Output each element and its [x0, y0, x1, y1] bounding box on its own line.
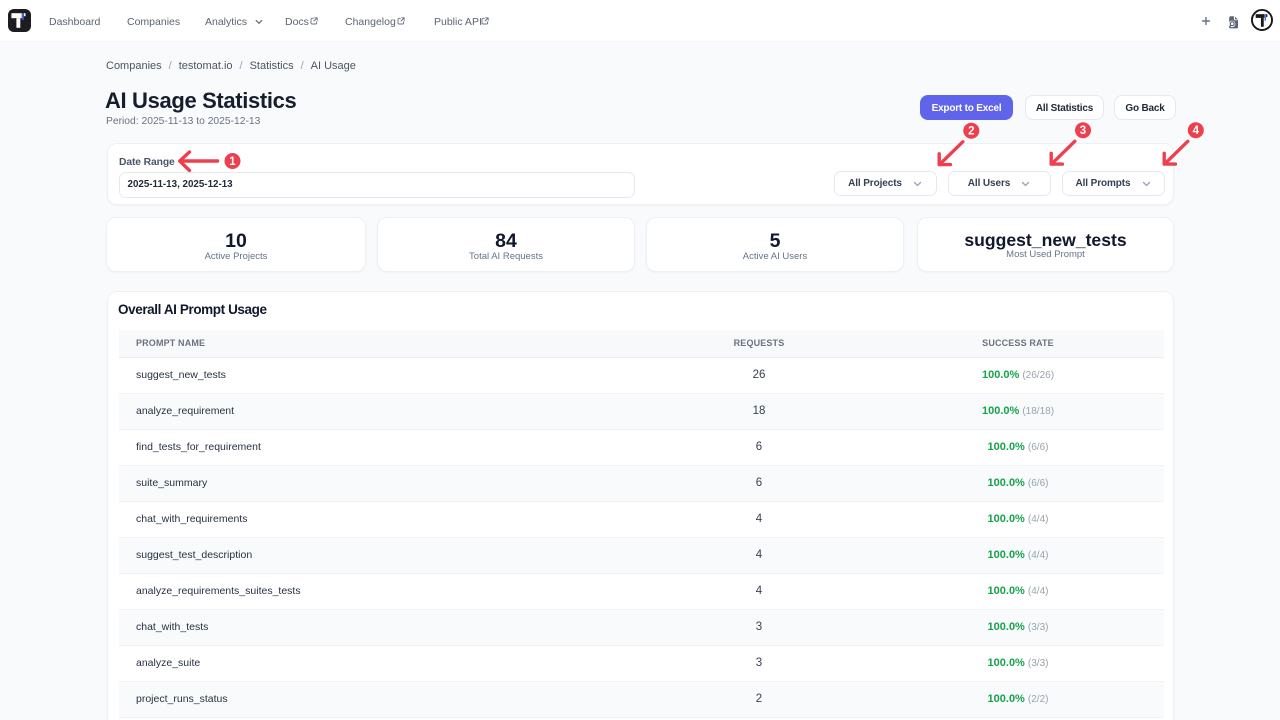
svg-text:3: 3	[1080, 125, 1086, 137]
svg-text:2: 2	[968, 126, 974, 138]
svg-text:4: 4	[1193, 125, 1200, 137]
